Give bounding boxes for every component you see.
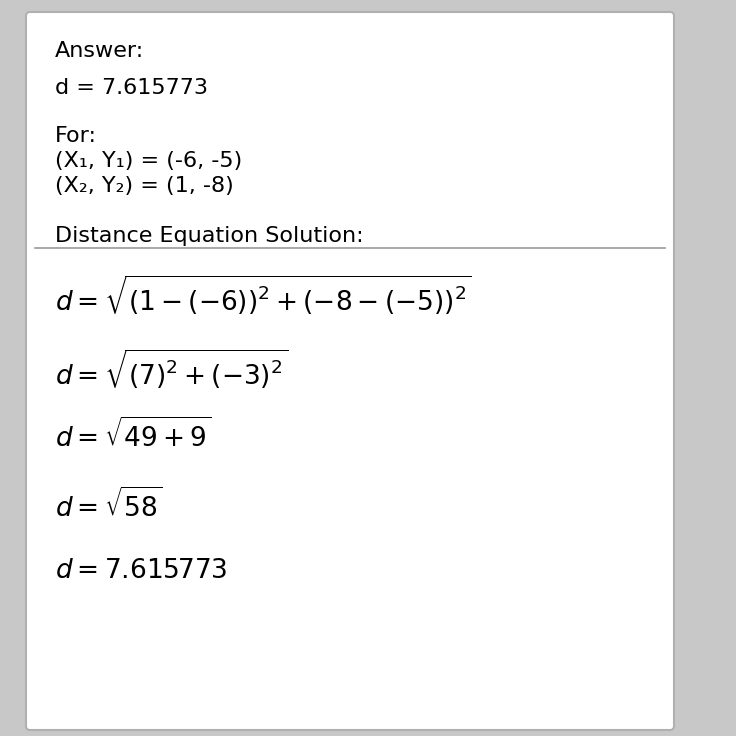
FancyBboxPatch shape	[26, 12, 674, 730]
Text: d = 7.615773: d = 7.615773	[55, 78, 208, 98]
Text: $d = 7.615773$: $d = 7.615773$	[55, 558, 227, 584]
Text: (X₁, Y₁) = (-6, -5): (X₁, Y₁) = (-6, -5)	[55, 151, 242, 171]
Text: $d = \sqrt{58}$: $d = \sqrt{58}$	[55, 488, 163, 523]
Text: For:: For:	[55, 126, 97, 146]
Text: (X₂, Y₂) = (1, -8): (X₂, Y₂) = (1, -8)	[55, 176, 234, 196]
Text: Answer:: Answer:	[55, 41, 144, 61]
Text: $d = \sqrt{(7)^2+(-3)^2}$: $d = \sqrt{(7)^2+(-3)^2}$	[55, 348, 289, 392]
Text: $d = \sqrt{(1-(-6))^2+(-8-(-5))^2}$: $d = \sqrt{(1-(-6))^2+(-8-(-5))^2}$	[55, 274, 472, 317]
Text: Distance Equation Solution:: Distance Equation Solution:	[55, 226, 364, 246]
Text: $d = \sqrt{49+9}$: $d = \sqrt{49+9}$	[55, 418, 211, 453]
